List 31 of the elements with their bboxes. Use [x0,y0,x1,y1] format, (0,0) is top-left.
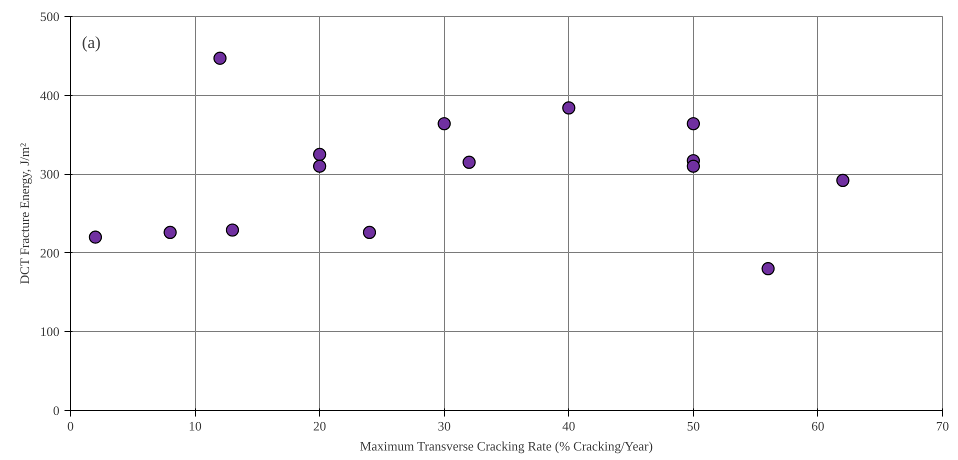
point [313,160,326,173]
x-tick-label: 20 [313,418,326,434]
point [213,52,227,65]
x-tick-label: 0 [67,418,74,434]
point [462,156,476,169]
y-tick-label: 200 [40,245,60,260]
x-tick-label: 50 [686,418,700,434]
x-tick-label: 70 [936,418,949,434]
point [836,174,850,187]
point [762,262,775,276]
point [438,117,451,130]
point [88,230,102,244]
x-tick-label: 30 [438,418,451,434]
y-axis-title: DCT Fracture Energy, J/m² [17,142,32,284]
point [313,148,326,161]
point [164,226,177,239]
x-tick-label: 60 [811,418,824,434]
y-tick-label: 0 [53,403,60,418]
y-tick-label: 300 [40,166,60,182]
x-axis-title: Maximum Transverse Cracking Rate (% Cracking/Year) [360,438,653,454]
x-tick-label: 10 [188,418,202,434]
y-tick-label: 100 [40,324,60,340]
point [362,226,376,239]
point [686,160,700,173]
y-tick-label: 400 [40,88,60,103]
point [562,101,576,114]
point [226,223,240,237]
x-tick-label: 40 [562,418,576,434]
point [686,117,700,130]
annotation: (a) [82,32,101,52]
y-tick-label: 500 [40,9,60,24]
